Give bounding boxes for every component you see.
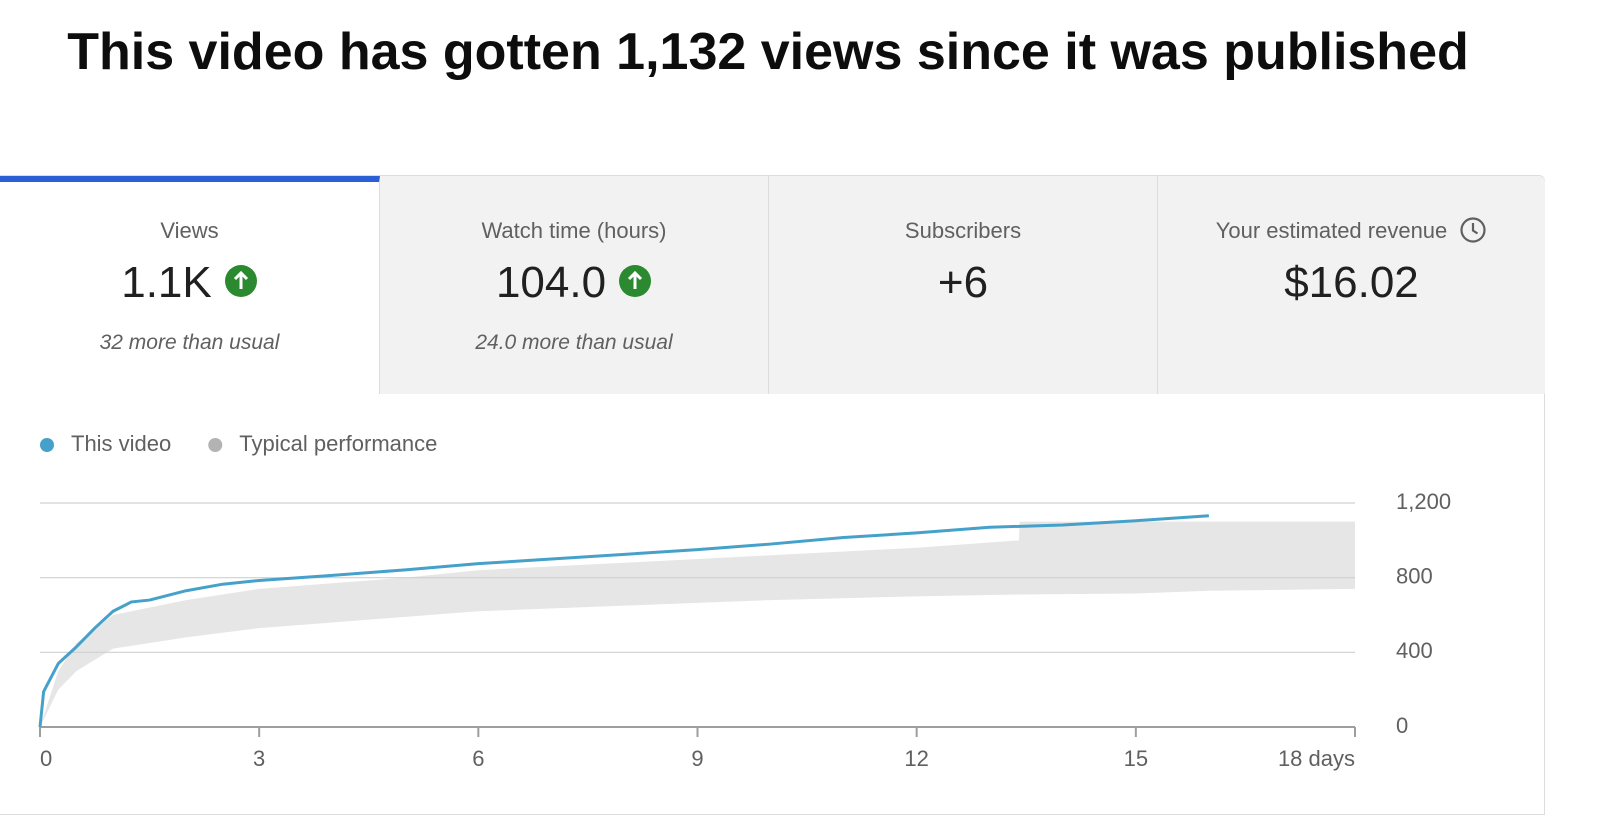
metric-label: Watch time (hours) (481, 218, 667, 243)
metric-note: 24.0 more than usual (475, 331, 673, 354)
series-line (38, 514, 1209, 728)
page-title: This video has gotten 1,132 views since … (67, 23, 1469, 81)
legend-marker (40, 438, 54, 452)
up-icon (619, 265, 652, 298)
metric-value: +6 (937, 258, 989, 307)
up-icon (224, 265, 257, 298)
metric-value: 1.1K (121, 258, 212, 307)
chart: This video Typical performance 0 400 800 1,20… (38, 431, 1451, 771)
metric-label-row: Your estimated revenue (1158, 216, 1545, 246)
y-tick-label: 0 (1396, 713, 1408, 738)
metric-label: Subscribers (904, 218, 1022, 243)
typical-band (40, 521, 1355, 727)
x-tick-label: 3 (253, 746, 265, 771)
metric-tab[interactable]: Watch time (hours) 104.0 24.0 more than … (380, 176, 769, 394)
metric-value: 104.0 (495, 258, 607, 307)
x-tick-label: 18 days (1278, 746, 1355, 771)
y-tick-label: 400 (1396, 638, 1433, 663)
metric-value-row: 104.0 (380, 258, 768, 308)
metric-value: $16.02 (1284, 258, 1419, 307)
analytics-panel (0, 175, 1545, 815)
clock-icon[interactable] (1459, 216, 1487, 244)
x-tick-label: 6 (472, 746, 484, 771)
metric-tab[interactable]: Views 1.1K 32 more than usual (0, 176, 380, 394)
metric-label: Views (160, 218, 219, 243)
x-tick-label: 15 (1124, 746, 1148, 771)
metric-value-row: 1.1K (0, 258, 379, 308)
x-tick-label: 0 (40, 746, 52, 771)
y-tick-label: 800 (1396, 563, 1433, 588)
metric-tab[interactable]: Your estimated revenue $16.02 (1158, 176, 1545, 394)
metric-label: Your estimated revenue (1215, 218, 1448, 243)
metric-note: 32 more than usual (99, 331, 280, 354)
legend-label: This video (71, 431, 171, 456)
legend-marker (208, 438, 223, 452)
x-tick-label: 12 (904, 746, 928, 771)
y-tick-label: 1,200 (1396, 489, 1451, 514)
legend-label: Typical performance (239, 431, 437, 456)
metric-tab[interactable]: Subscribers +6 (769, 176, 1158, 394)
x-tick-label: 9 (691, 746, 703, 771)
